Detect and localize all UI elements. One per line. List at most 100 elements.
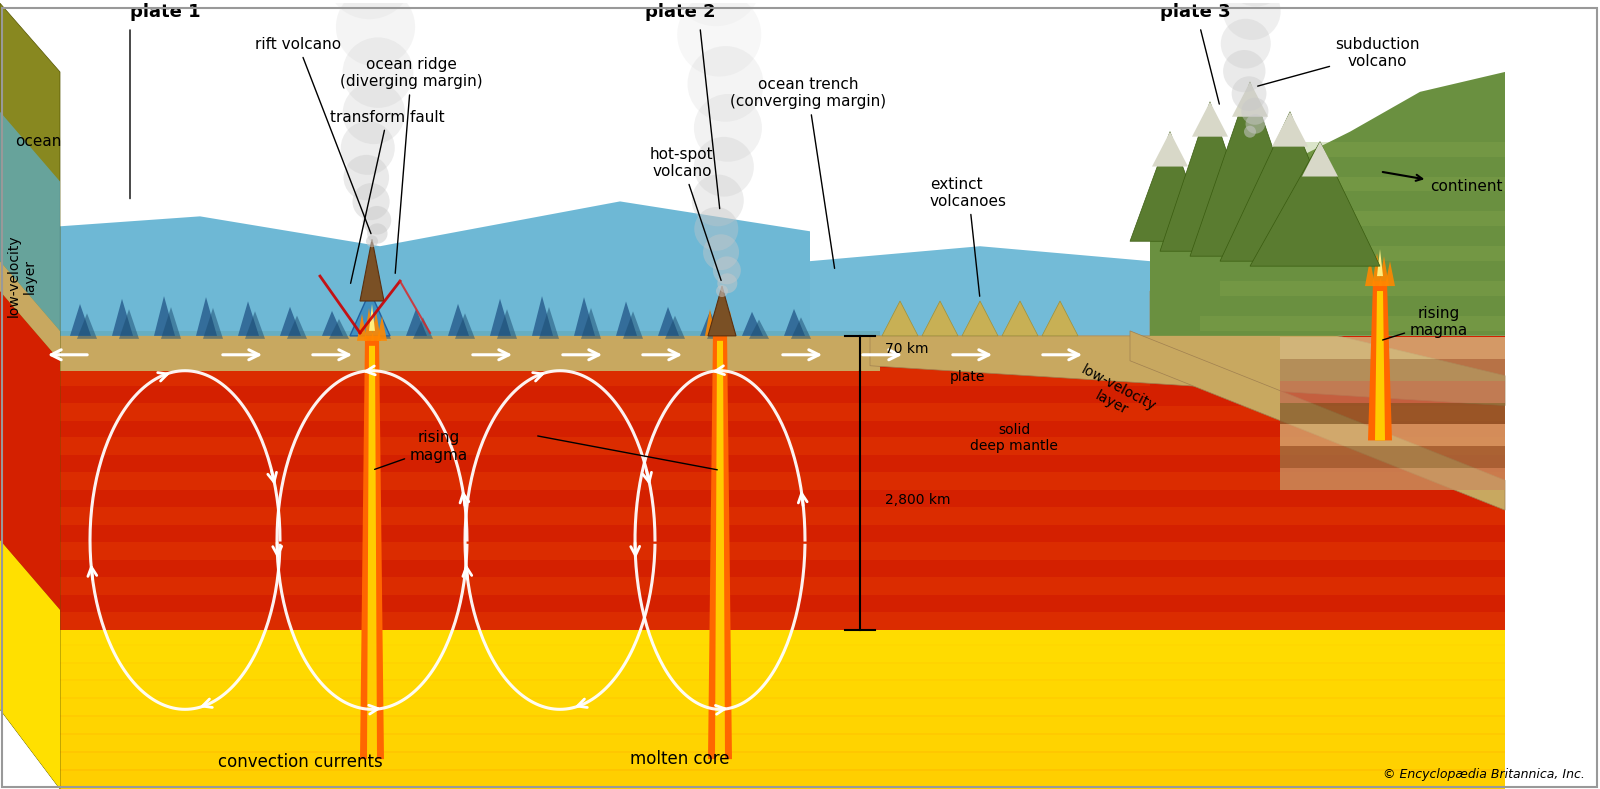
Circle shape	[1222, 0, 1280, 40]
Polygon shape	[360, 239, 384, 301]
Polygon shape	[61, 473, 1506, 490]
Polygon shape	[1299, 142, 1506, 156]
Polygon shape	[61, 679, 1506, 699]
Text: ocean: ocean	[14, 134, 61, 149]
Polygon shape	[1280, 337, 1506, 359]
Polygon shape	[365, 308, 374, 341]
Text: rising
magma: rising magma	[1382, 306, 1469, 340]
Circle shape	[717, 273, 738, 294]
Polygon shape	[61, 542, 1506, 560]
Polygon shape	[162, 307, 181, 338]
Circle shape	[342, 37, 413, 108]
Circle shape	[688, 46, 763, 122]
Polygon shape	[707, 319, 726, 338]
Circle shape	[341, 122, 395, 175]
Polygon shape	[1365, 259, 1374, 286]
Polygon shape	[622, 312, 643, 338]
Polygon shape	[203, 308, 222, 338]
Text: low-velocity
layer: low-velocity layer	[6, 235, 37, 317]
Polygon shape	[61, 751, 1506, 771]
Polygon shape	[1373, 253, 1382, 286]
Polygon shape	[1280, 359, 1506, 380]
Polygon shape	[715, 341, 725, 759]
Circle shape	[1245, 114, 1266, 133]
Polygon shape	[61, 368, 1506, 386]
Polygon shape	[61, 733, 1506, 753]
Circle shape	[342, 82, 405, 144]
Polygon shape	[707, 286, 736, 336]
Polygon shape	[882, 301, 918, 336]
Polygon shape	[784, 309, 805, 336]
Polygon shape	[1152, 132, 1187, 166]
Polygon shape	[922, 301, 958, 336]
Polygon shape	[360, 336, 384, 759]
Polygon shape	[531, 296, 554, 336]
Polygon shape	[195, 297, 218, 336]
Text: 2,800 km: 2,800 km	[885, 493, 950, 507]
Circle shape	[694, 136, 754, 196]
Polygon shape	[77, 313, 98, 338]
Polygon shape	[1280, 447, 1506, 469]
Polygon shape	[574, 297, 595, 336]
Polygon shape	[1368, 281, 1392, 440]
Polygon shape	[61, 697, 1506, 717]
Polygon shape	[61, 611, 1506, 630]
Circle shape	[352, 183, 390, 220]
Circle shape	[714, 256, 741, 284]
Polygon shape	[490, 299, 510, 336]
Circle shape	[1245, 125, 1256, 137]
Polygon shape	[61, 201, 810, 336]
Circle shape	[363, 206, 392, 234]
Polygon shape	[61, 437, 1506, 455]
Polygon shape	[1150, 72, 1506, 336]
Polygon shape	[322, 311, 342, 336]
Circle shape	[677, 0, 762, 77]
Polygon shape	[1280, 469, 1506, 490]
Polygon shape	[1160, 102, 1261, 251]
Circle shape	[325, 0, 413, 19]
Text: rift volcano: rift volcano	[254, 37, 371, 234]
Polygon shape	[1261, 211, 1506, 226]
Polygon shape	[1192, 102, 1229, 136]
Polygon shape	[363, 312, 386, 336]
Text: plate 3: plate 3	[1160, 3, 1230, 21]
Text: © Encyclopædia Britannica, Inc.: © Encyclopædia Britannica, Inc.	[1382, 768, 1586, 781]
Polygon shape	[238, 301, 259, 336]
Polygon shape	[61, 507, 1506, 525]
Polygon shape	[498, 309, 517, 338]
Circle shape	[336, 0, 414, 66]
Text: continent: continent	[1382, 172, 1502, 194]
Polygon shape	[1374, 291, 1386, 440]
Polygon shape	[61, 336, 880, 371]
Polygon shape	[112, 299, 133, 336]
Polygon shape	[0, 540, 61, 789]
Polygon shape	[1200, 316, 1506, 331]
Polygon shape	[539, 307, 558, 338]
Text: solid
deep mantle: solid deep mantle	[970, 423, 1058, 454]
Text: plate 2: plate 2	[645, 3, 715, 21]
Polygon shape	[581, 308, 602, 338]
Polygon shape	[666, 316, 685, 338]
Polygon shape	[61, 336, 1506, 630]
Polygon shape	[718, 306, 730, 336]
Circle shape	[694, 207, 738, 251]
Polygon shape	[61, 661, 1506, 682]
Polygon shape	[717, 299, 723, 326]
Text: plate: plate	[950, 370, 986, 383]
Text: rising
magma: rising magma	[374, 431, 469, 469]
Polygon shape	[1130, 132, 1210, 241]
Polygon shape	[810, 246, 1150, 336]
Text: transform fault: transform fault	[330, 110, 445, 283]
Circle shape	[694, 94, 762, 162]
Polygon shape	[701, 311, 722, 336]
Polygon shape	[1302, 142, 1338, 177]
Polygon shape	[1240, 246, 1506, 261]
Polygon shape	[1378, 249, 1382, 276]
Circle shape	[717, 285, 728, 297]
Text: ocean ridge
(diverging margin): ocean ridge (diverging margin)	[339, 57, 483, 273]
Polygon shape	[1379, 256, 1389, 286]
Polygon shape	[70, 304, 91, 336]
Polygon shape	[790, 317, 811, 338]
Polygon shape	[870, 291, 1506, 406]
Polygon shape	[61, 769, 1506, 789]
